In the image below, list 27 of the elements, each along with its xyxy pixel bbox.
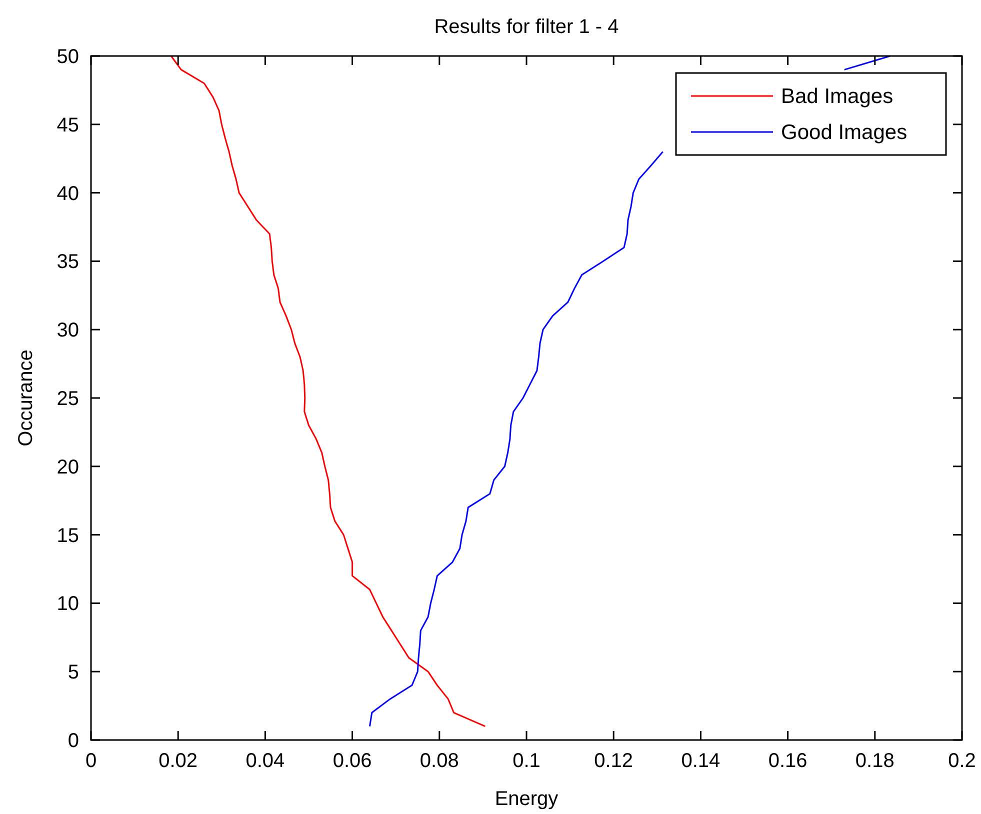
x-tick-label: 0 [85,750,97,772]
x-tick-label: 0.02 [158,750,198,772]
x-tick-label: 0.16 [768,750,808,772]
x-tick-label: 0.12 [594,750,634,772]
y-tick-label: 30 [56,320,79,342]
x-tick-label: 0.06 [332,750,372,772]
y-tick-label: 20 [56,456,79,478]
x-tick-label: 0.14 [681,750,720,772]
chart-title: Results for filter 1 - 4 [434,16,619,38]
x-tick-label: 0.2 [948,750,976,772]
legend-label: Good Images [781,121,908,144]
x-tick-label: 0.08 [420,750,459,772]
y-tick-label: 40 [56,182,79,205]
y-tick-label: 15 [56,524,79,547]
y-tick-label: 10 [56,593,79,616]
y-tick-label: 50 [56,46,79,68]
x-axis-title: Energy [494,788,558,810]
x-tick-label: 0.18 [855,750,894,772]
y-tick-label: 0 [68,730,79,752]
y-axis-title: Occurance [15,350,37,446]
x-tick-label: 0.1 [512,750,540,772]
y-tick-label: 5 [68,662,79,684]
y-tick-label: 25 [56,388,79,410]
y-tick-label: 45 [56,114,79,136]
legend-label: Bad Images [781,85,894,108]
x-tick-label: 0.04 [246,750,285,772]
y-tick-label: 35 [56,251,79,274]
